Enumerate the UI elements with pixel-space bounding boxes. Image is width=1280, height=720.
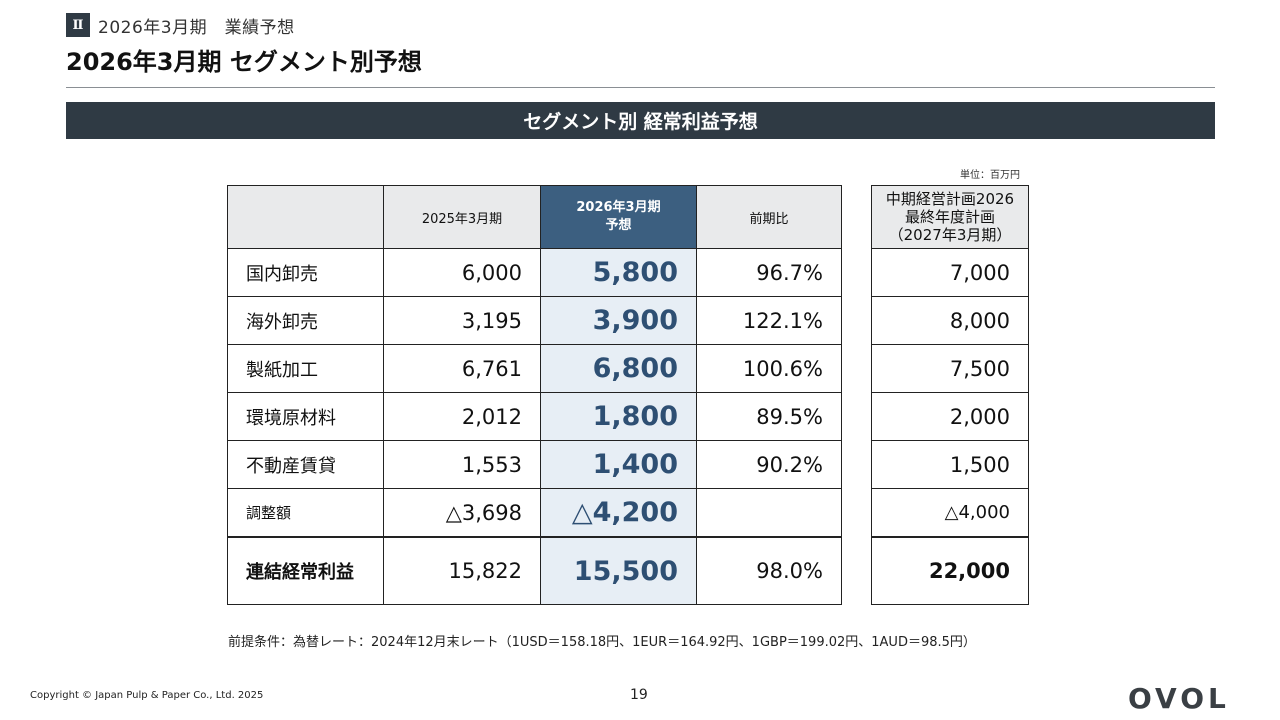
copyright-text: Copyright © Japan Pulp & Paper Co., Ltd.…	[30, 690, 264, 701]
yoy-value: 90.2%	[696, 440, 842, 489]
header-forecast: 2026年3月期 予想	[540, 185, 697, 249]
section-tag: Ⅱ 2026年3月期 業績予想	[66, 13, 295, 38]
prev-value: △3,698	[383, 488, 541, 538]
forecast-value: 3,900	[540, 296, 697, 345]
prev-value: 6,000	[383, 248, 541, 297]
forecast-value: 5,800	[540, 248, 697, 297]
table-banner: セグメント別 経常利益予想	[66, 102, 1215, 139]
prev-value: 2,012	[383, 392, 541, 441]
forecast-value: 1,400	[540, 440, 697, 489]
page-title: 2026年3月期 セグメント別予想	[66, 48, 422, 76]
table-row: 環境原材料 2,012 1,800 89.5%	[227, 392, 842, 441]
total-prev-value: 15,822	[383, 536, 541, 605]
plan-header-line1: 中期経営計画2026	[885, 190, 1015, 208]
ovol-logo: OVOL	[1128, 682, 1230, 715]
segment-name: 環境原材料	[227, 392, 384, 441]
segment-profit-table: 2025年3月期 2026年3月期 予想 前期比 国内卸売 6,000 5,80…	[227, 185, 842, 605]
prev-value: 6,761	[383, 344, 541, 393]
header-yoy: 前期比	[696, 185, 842, 249]
prev-value: 1,553	[383, 440, 541, 489]
yoy-value: 96.7%	[696, 248, 842, 297]
midterm-plan-table: 中期経営計画2026 最終年度計画 （2027年3月期） 7,000 8,000…	[871, 185, 1029, 605]
header-forecast-line1: 2026年3月期	[576, 200, 661, 215]
table-row: 製紙加工 6,761 6,800 100.6%	[227, 344, 842, 393]
plan-value: 2,000	[871, 392, 1029, 441]
yoy-value: 122.1%	[696, 296, 842, 345]
header-forecast-line2: 予想	[605, 218, 632, 233]
forecast-value: 1,800	[540, 392, 697, 441]
total-yoy-value: 98.0%	[696, 536, 842, 605]
plan-value: 7,000	[871, 248, 1029, 297]
header-segment	[227, 185, 384, 249]
forecast-value: △4,200	[540, 488, 697, 538]
segment-name: 製紙加工	[227, 344, 384, 393]
plan-value: 1,500	[871, 440, 1029, 489]
yoy-value: 100.6%	[696, 344, 842, 393]
page-number: 19	[630, 687, 648, 703]
assumption-footnote: 前提条件：為替レート：2024年12月末レート（1USD＝158.18円、1EU…	[228, 635, 976, 650]
total-label: 連結経常利益	[227, 536, 384, 605]
table-row: 国内卸売 6,000 5,800 96.7%	[227, 248, 842, 297]
section-number-badge: Ⅱ	[66, 13, 90, 37]
table-header-row: 2025年3月期 2026年3月期 予想 前期比	[227, 185, 842, 249]
plan-value: 7,500	[871, 344, 1029, 393]
prev-value: 3,195	[383, 296, 541, 345]
segment-name: 海外卸売	[227, 296, 384, 345]
plan-total-value: 22,000	[871, 536, 1029, 605]
plan-value: △4,000	[871, 488, 1029, 538]
table-row: 不動産賃貸 1,553 1,400 90.2%	[227, 440, 842, 489]
segment-name: 調整額	[227, 488, 384, 538]
header-prev-year: 2025年3月期	[383, 185, 541, 249]
plan-header-line2: 最終年度計画	[904, 208, 995, 226]
yoy-value: 89.5%	[696, 392, 842, 441]
plan-header-line3: （2027年3月期）	[888, 226, 1012, 244]
table-row: 海外卸売 3,195 3,900 122.1%	[227, 296, 842, 345]
total-forecast-value: 15,500	[540, 536, 697, 605]
section-label: 2026年3月期 業績予想	[98, 17, 295, 38]
forecast-value: 6,800	[540, 344, 697, 393]
yoy-value	[696, 488, 842, 538]
segment-name: 不動産賃貸	[227, 440, 384, 489]
table-row: 調整額 △3,698 △4,200	[227, 488, 842, 538]
segment-name: 国内卸売	[227, 248, 384, 297]
plan-header: 中期経営計画2026 最終年度計画 （2027年3月期）	[871, 185, 1029, 249]
title-divider	[66, 87, 1215, 88]
total-row: 連結経常利益 15,822 15,500 98.0%	[227, 536, 842, 605]
plan-value: 8,000	[871, 296, 1029, 345]
unit-note: 単位：百万円	[960, 170, 1020, 181]
